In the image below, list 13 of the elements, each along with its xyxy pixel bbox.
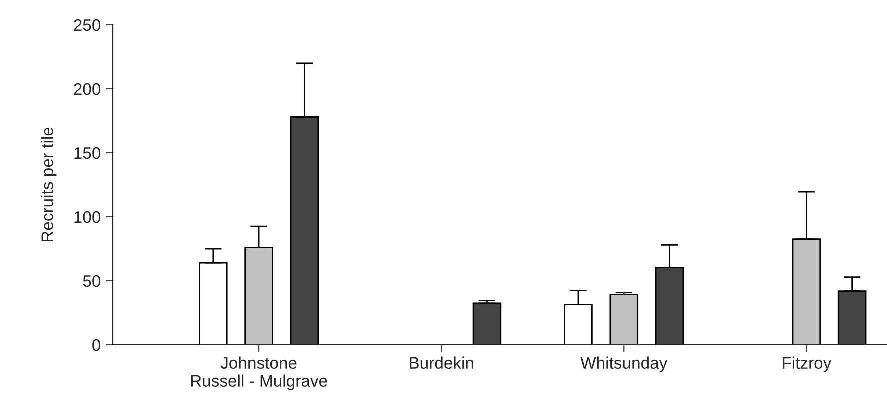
x-tick-label: Burdekin bbox=[410, 356, 474, 370]
bar bbox=[610, 294, 639, 345]
y-tick-label: 50 bbox=[83, 275, 101, 288]
x-tick-label: Whitsunday bbox=[580, 356, 668, 372]
y-axis-title: Recruits per tile bbox=[41, 128, 57, 242]
y-tick-label: 250 bbox=[74, 19, 101, 32]
x-tick-label: Fitzroy bbox=[783, 356, 832, 372]
y-tick-label: 150 bbox=[74, 147, 101, 160]
bar bbox=[472, 302, 502, 345]
y-tick-label: 200 bbox=[74, 83, 101, 96]
y-tick-label: 100 bbox=[74, 211, 101, 224]
y-tick-label: 0 bbox=[92, 339, 101, 352]
x-tick-label: Johnstone Russell - Mulgrave bbox=[191, 356, 328, 390]
